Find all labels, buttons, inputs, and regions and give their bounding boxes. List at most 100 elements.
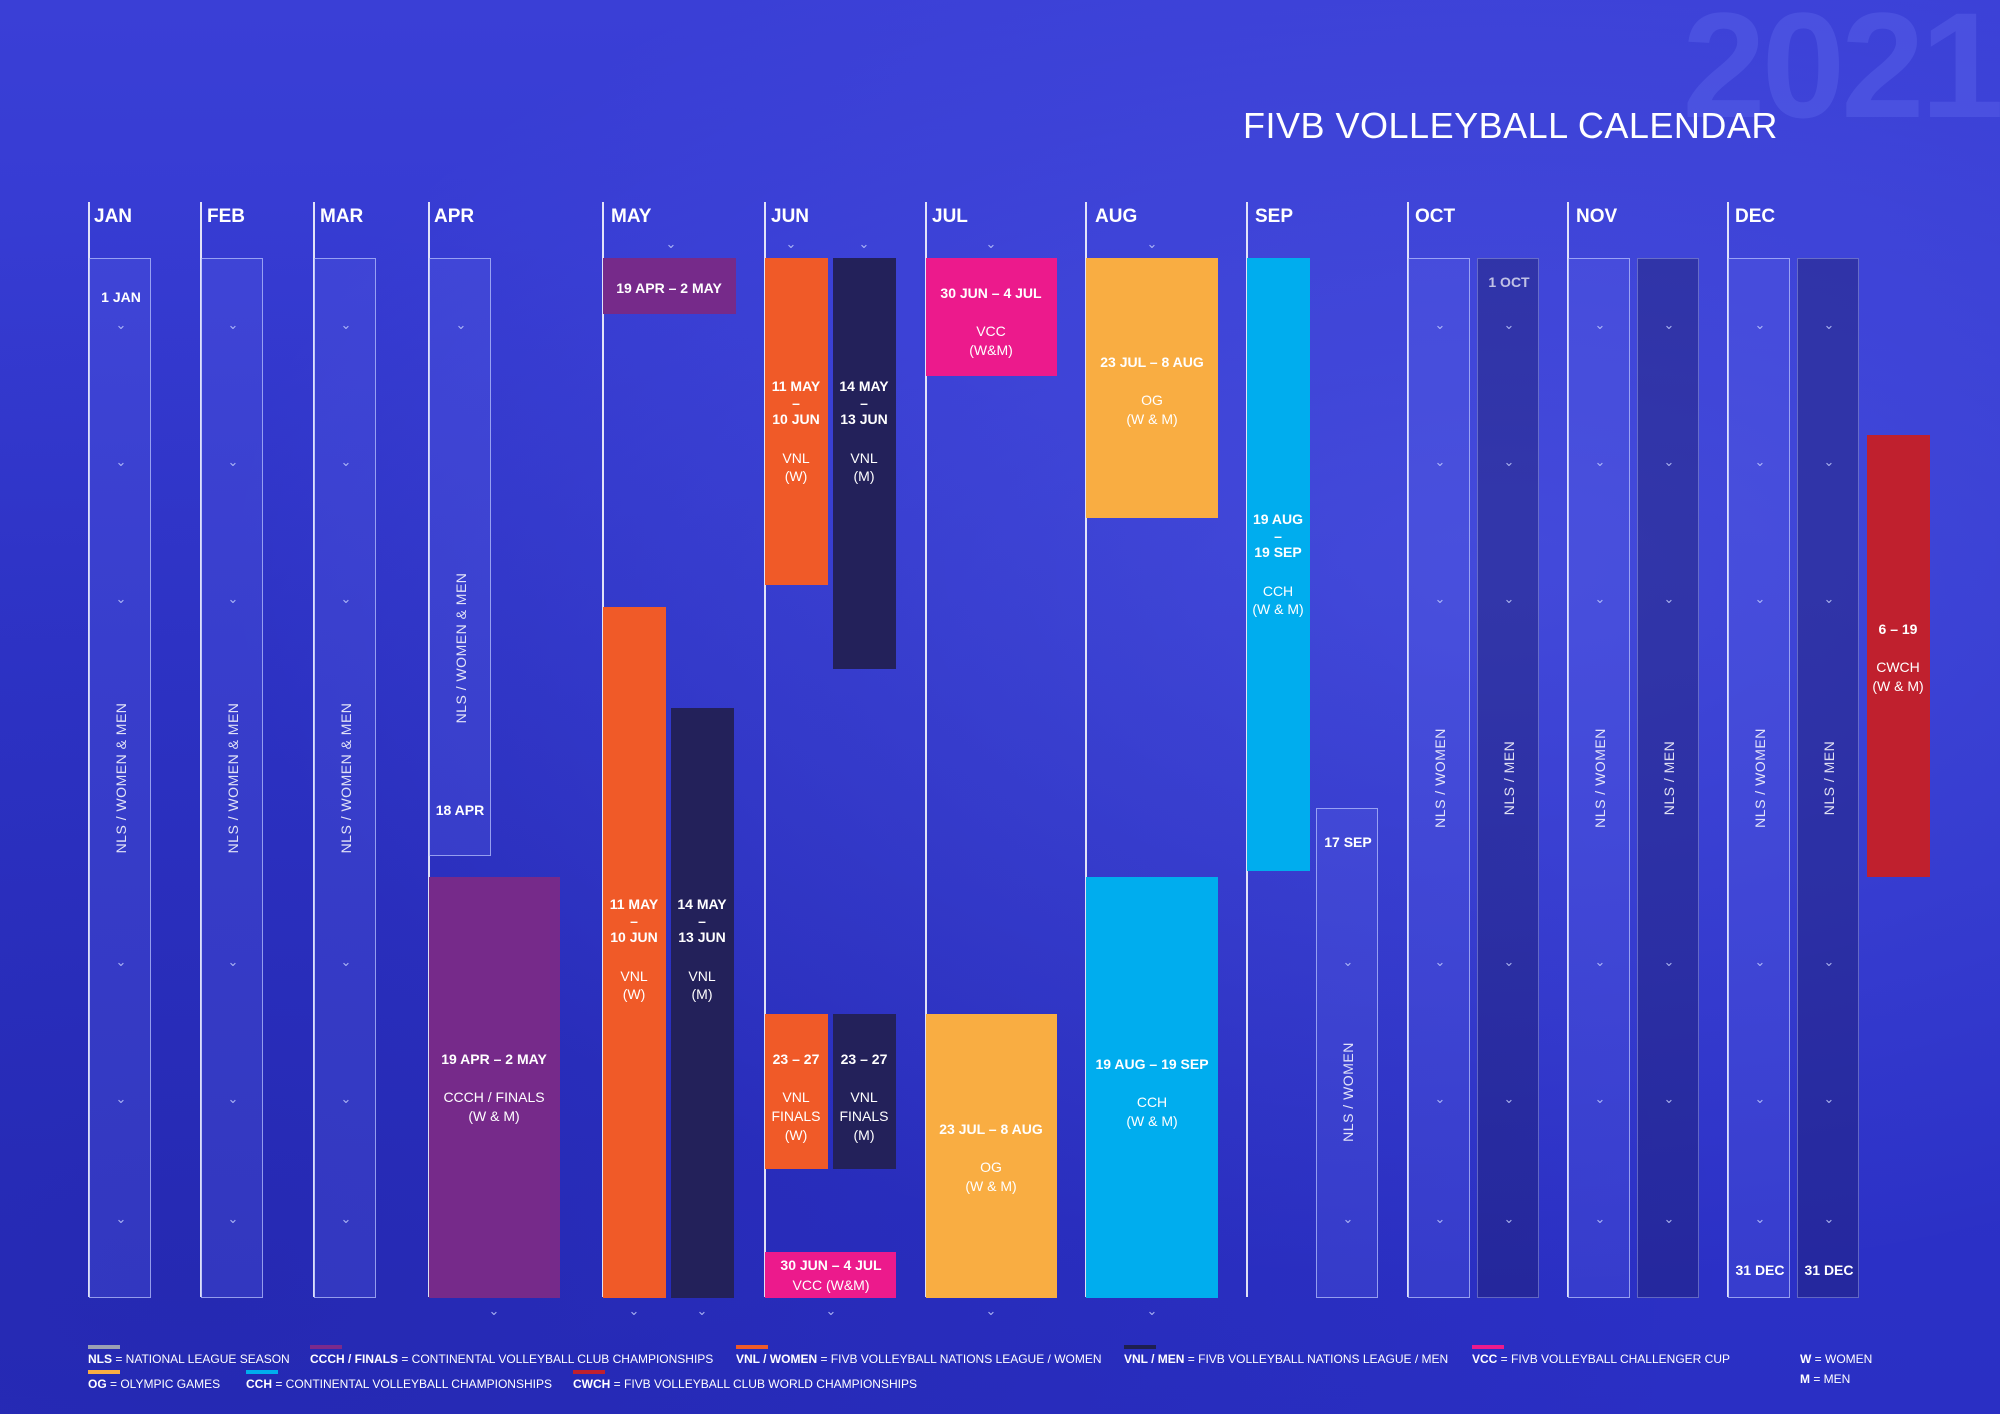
chevron-down-icon: ⌄ [227,591,239,606]
chevron-down-icon: ⌄ [1342,1211,1354,1226]
chevron-down-icon: ⌄ [227,954,239,969]
legend-swatch-vnl-women [736,1345,768,1349]
legend-vnl-men: VNL / MEN = FIVB VOLLEYBALL NATIONS LEAG… [1124,1352,1449,1366]
chevron-down-icon: ⌄ [1594,317,1606,332]
chevron-down-icon: ⌄ [1594,1211,1606,1226]
chevron-down-icon: ⌄ [665,236,677,251]
month-label-feb: FEB [207,206,245,227]
chevron-down-icon: ⌄ [1434,454,1446,469]
date-dec-31-men: 31 DEC [1804,1262,1854,1278]
vnl-finals-women-date: 23 – 27 [772,1051,820,1067]
chevron-down-icon: ⌄ [985,1303,997,1318]
chevron-down-icon: ⌄ [1434,1091,1446,1106]
month-label-apr: APR [434,206,475,227]
month-label-jun: JUN [771,206,810,227]
nls-bar-dec-women [1728,258,1790,1298]
cch-aug-sub: (W & M) [1126,1113,1178,1129]
vnl-finals-women-sub: (W) [784,1127,808,1143]
nls-label-nov-men: NLS / MEN [1661,740,1677,816]
page-title: FIVB VOLLEYBALL CALENDAR [1243,105,1778,146]
nls-bar-jan [89,258,151,1298]
vcc-jul-label: VCC [976,323,1006,339]
chevron-down-icon: ⌄ [340,591,352,606]
nls-label-sep-women: NLS / WOMEN [1340,1042,1356,1142]
nls-bar-oct-women [1408,258,1470,1298]
vnl-men-jun-date2: 13 JUN [840,411,888,427]
ccch-finals-date: 19 APR – 2 MAY [441,1051,547,1067]
vnl-women-may-label: VNL [620,968,648,984]
date-apr-18: 18 APR [435,802,485,818]
vcc-jul-date: 30 JUN – 4 JUL [940,285,1042,301]
vnl-men-jun-dash: – [860,395,868,411]
nls-bar-feb [201,258,263,1298]
chevron-down-icon: ⌄ [1594,454,1606,469]
vnl-finals-men-sub: (M) [853,1127,875,1143]
nls-bar-dec-men [1797,258,1859,1298]
og-aug-sub: (W & M) [1126,411,1178,427]
chevron-down-icon: ⌄ [115,1211,127,1226]
og-aug-date: 23 JUL – 8 AUG [1100,354,1204,370]
date-oct-1: 1 OCT [1488,274,1530,290]
vnl-men-may-date2: 13 JUN [678,929,726,945]
chevron-down-icon: ⌄ [1823,954,1835,969]
chevron-down-icon: ⌄ [340,454,352,469]
cch-sep-date1: 19 AUG [1252,511,1304,527]
chevron-down-icon: ⌄ [1503,454,1515,469]
vnl-finals-women-label2: FINALS [771,1108,821,1124]
chevron-down-icon: ⌄ [858,236,870,251]
chevron-down-icon: ⌄ [1663,1091,1675,1106]
vnl-men-bar-may [671,708,734,1298]
chevron-down-icon: ⌄ [825,1303,837,1318]
chevron-down-icon: ⌄ [1663,317,1675,332]
cwch-date: 6 – 19 [1878,621,1918,637]
chevron-down-icon: ⌄ [488,1303,500,1318]
chevron-down-icon: ⌄ [227,454,239,469]
cch-bar-sep [1247,258,1310,871]
month-label-jan: JAN [94,206,133,227]
legend-men: M = MEN [1800,1372,1851,1386]
vnl-men-jun-label: VNL [850,450,878,466]
chevron-down-icon: ⌄ [1754,1211,1766,1226]
cch-aug-date: 19 AUG – 19 SEP [1095,1056,1209,1072]
cwch-sub: (W & M) [1872,678,1924,694]
vnl-finals-men-label2: FINALS [839,1108,889,1124]
vnl-finals-women-label: VNL [782,1089,810,1105]
og-bar-aug [1086,258,1218,518]
chevron-down-icon: ⌄ [1663,591,1675,606]
chevron-down-icon: ⌄ [115,1091,127,1106]
legend-cch: CCH = CONTINENTAL VOLLEYBALL CHAMPIONSHI… [246,1377,552,1391]
cch-sep-dash: – [1274,528,1282,544]
ccch-may-date: 19 APR – 2 MAY [616,280,722,296]
vcc-jul-sub: (W&M) [969,342,1013,358]
vcc-bar-jul [926,258,1057,376]
year-watermark: 2021 [1682,0,2000,149]
chevron-down-icon: ⌄ [1754,954,1766,969]
month-label-sep: SEP [1255,206,1294,227]
legend-swatch-vcc [1472,1345,1504,1349]
chevron-down-icon: ⌄ [1823,1211,1835,1226]
og-jul-date: 23 JUL – 8 AUG [939,1121,1043,1137]
nls-label-oct-women: NLS / WOMEN [1432,728,1448,828]
vnl-women-may-dash: – [630,913,638,929]
ccch-finals-label: CCCH / FINALS [443,1089,545,1105]
nls-label-jan: NLS / WOMEN & MEN [113,702,129,854]
chevron-down-icon: ⌄ [1434,591,1446,606]
chevron-down-icon: ⌄ [455,317,467,332]
vnl-men-jun-sub: (M) [853,468,875,484]
chevron-down-icon: ⌄ [1663,1211,1675,1226]
chevron-down-icon: ⌄ [1823,317,1835,332]
vnl-women-may-date1: 11 MAY [609,896,659,912]
nls-bar-sep-women [1316,808,1378,1298]
legend-og: OG = OLYMPIC GAMES [88,1377,221,1391]
legend-cwch: CWCH = FIVB VOLLEYBALL CLUB WORLD CHAMPI… [573,1377,917,1391]
month-label-jul: JUL [932,206,968,227]
chevron-down-icon: ⌄ [1594,954,1606,969]
vnl-women-jun-sub: (W) [784,468,808,484]
nls-label-feb: NLS / WOMEN & MEN [225,702,241,854]
chevron-down-icon: ⌄ [1342,954,1354,969]
chevron-down-icon: ⌄ [340,317,352,332]
cch-sep-label: CCH [1262,583,1294,599]
chevron-down-icon: ⌄ [785,236,797,251]
chevron-down-icon: ⌄ [985,236,997,251]
og-bar-jul [926,1014,1057,1298]
